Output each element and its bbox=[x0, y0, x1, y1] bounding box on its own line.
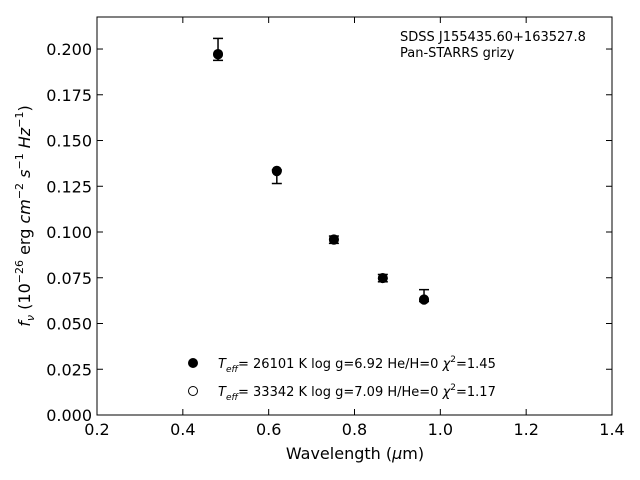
y-tick-label: 0.175 bbox=[46, 86, 92, 105]
y-axis-ticks: 0.000 0.025 0.050 0.075 0.100 0.125 0.150 0.175… bbox=[46, 40, 612, 425]
x-tick-label: 0.8 bbox=[342, 420, 367, 439]
y-tick-label: 0.000 bbox=[46, 406, 92, 425]
legend-marker-filled bbox=[188, 358, 198, 368]
x-tick-label: 0.4 bbox=[170, 420, 195, 439]
y-tick-label: 0.100 bbox=[46, 223, 92, 242]
model-point-filled bbox=[328, 234, 339, 245]
x-tick-label: 0.2 bbox=[84, 420, 109, 439]
legend: Teff= 26101 K log g=6.92 He/H=0 χ2=1.45 … bbox=[188, 355, 496, 403]
y-tick-label: 0.200 bbox=[46, 40, 92, 59]
model-point-filled bbox=[377, 273, 388, 284]
model-point-filled bbox=[271, 165, 282, 176]
model-point-filled bbox=[213, 48, 224, 59]
legend-marker-open bbox=[188, 386, 198, 396]
x-axis-ticks: 0.2 0.4 0.6 0.8 1.0 1.2 1.4 bbox=[84, 17, 625, 439]
x-tick-label: 1.0 bbox=[428, 420, 453, 439]
x-axis-label: Wavelength (μm) bbox=[286, 444, 424, 463]
legend-entry-2: Teff= 33342 K log g=7.09 H/He=0 χ2=1.17 bbox=[218, 383, 496, 403]
data-marks bbox=[213, 37, 430, 305]
model-point-filled bbox=[419, 294, 430, 305]
legend-entry-1: Teff= 26101 K log g=6.92 He/H=0 χ2=1.45 bbox=[218, 355, 496, 375]
annotation-survey: Pan-STARRS grizy bbox=[400, 46, 515, 61]
x-tick-label: 1.2 bbox=[513, 420, 538, 439]
annotation-object-name: SDSS J155435.60+163527.8 bbox=[400, 30, 586, 45]
y-tick-label: 0.050 bbox=[46, 315, 92, 334]
y-tick-label: 0.075 bbox=[46, 269, 92, 288]
y-tick-label: 0.025 bbox=[46, 360, 92, 379]
y-tick-label: 0.125 bbox=[46, 177, 92, 196]
x-tick-label: 0.6 bbox=[256, 420, 281, 439]
y-axis-label: fν (10−26 erg cm−2 s−1 Hz−1) bbox=[13, 105, 37, 326]
x-tick-label: 1.4 bbox=[599, 420, 624, 439]
y-tick-label: 0.150 bbox=[46, 132, 92, 151]
